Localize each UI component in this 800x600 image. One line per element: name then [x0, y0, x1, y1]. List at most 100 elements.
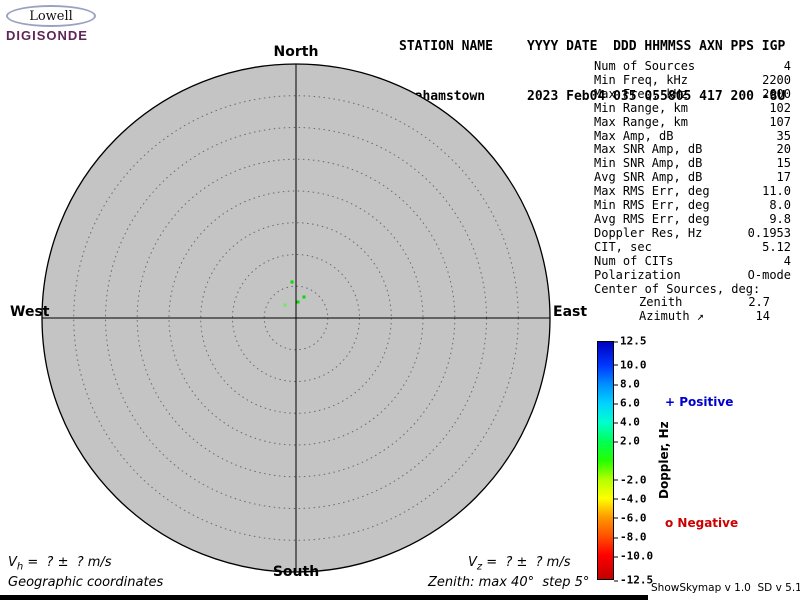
stat-value: 17: [776, 170, 791, 185]
colorbar-tick-label: 10.0: [614, 358, 647, 372]
skymap-source-dot: [290, 280, 294, 284]
legend-positive: + Positive: [665, 395, 734, 409]
stat-row: Zenith 2.7: [594, 296, 791, 310]
skymap-label-south: South: [272, 564, 320, 580]
colorbar-tick-label: -4.0: [614, 492, 647, 506]
colorbar-tick-label: 12.5: [614, 334, 647, 348]
stat-label: Max Freq, kHz: [594, 86, 688, 101]
stat-label: Num of CITs: [594, 253, 674, 268]
colorbar-axis-title: Doppler, Hz: [657, 421, 671, 499]
stat-label: Center of Sources, deg:: [594, 281, 761, 296]
header-station-label: STATION NAME: [399, 39, 493, 54]
stat-label: Azimuth ↗: [639, 309, 705, 324]
stat-row: Max RMS Err, deg 11.0: [594, 184, 791, 199]
stat-label: CIT, sec: [594, 239, 652, 254]
version-note: ShowSkymap v 1.0 SD v 5.1: [651, 582, 800, 594]
lowell-digisonde-logo: Lowell DIGISONDE: [6, 5, 126, 43]
stat-label: Min Freq, kHz: [594, 72, 688, 87]
stat-row: Azimuth ↗ 14: [594, 309, 791, 324]
stat-label: Doppler Res, Hz: [594, 225, 703, 240]
zenith-range-note: Zenith: max 40° step 5°: [428, 575, 590, 590]
stat-label: Avg RMS Err, deg: [594, 211, 710, 226]
header-fields-label: YYYY DATE DDD HHMMSS AXN PPS IGP: [527, 39, 786, 54]
stat-value: 4: [783, 253, 791, 268]
colorbar-tick-label: 4.0: [614, 415, 640, 429]
stat-row: Doppler Res, Hz 0.1953: [594, 225, 791, 241]
colorbar-tick-label: -12.5: [613, 573, 654, 587]
stat-value: 15: [776, 156, 791, 171]
stat-row: Polarization O-mode: [594, 267, 791, 283]
colorbar-tick-label: -8.0: [614, 530, 647, 544]
stat-row: Num of Sources 4: [594, 59, 791, 74]
stat-value: 35: [776, 128, 791, 143]
stat-row: Max Range, km 107: [594, 114, 791, 130]
stat-row: Max Amp, dB 35: [594, 128, 791, 144]
colorbar-tick-label: 2.0: [614, 434, 640, 448]
stat-value: 102: [769, 100, 791, 115]
stat-value: 20: [776, 142, 791, 157]
stat-label: Polarization: [594, 267, 681, 282]
stat-value: 2.7: [748, 295, 770, 310]
stat-label: Min SNR Amp, dB: [594, 156, 703, 171]
stat-value: 0.1953: [747, 225, 791, 240]
stat-value: 2200: [762, 72, 791, 87]
skymap-polar-plot: [41, 63, 551, 573]
vh-value: = ? ± ? m/s: [23, 555, 112, 570]
stat-row: Center of Sources, deg:: [594, 281, 791, 297]
logo-oval: Lowell: [6, 5, 96, 27]
vz-symbol: V: [468, 555, 477, 570]
legend-negative: o Negative: [665, 516, 739, 530]
skymap-source-dot: [283, 303, 287, 307]
colorbar-tick-label: -6.0: [614, 511, 647, 525]
header-fields-value: 2023 Feb04 035 055805 417 200 -8U: [527, 88, 786, 104]
colorbar-ticks: 12.5 10.0 8.0 6.0 4.0 2.0 -2.0 -4.0 -6.0 -8.0 -10.…: [613, 335, 660, 587]
stat-value: 8.0: [769, 198, 791, 213]
stat-value: 11.0: [762, 184, 791, 199]
skymap-source-dot: [302, 295, 306, 299]
stat-value: O-mode: [747, 267, 791, 282]
stat-row: Avg SNR Amp, dB 17: [594, 170, 791, 185]
vh-symbol: V: [8, 555, 17, 570]
stat-value: 9.8: [769, 211, 791, 226]
stat-row: CIT, sec 5.12: [594, 239, 791, 255]
stat-label: Avg SNR Amp, dB: [594, 170, 703, 185]
vh-readout: Vh = ? ± ? m/s: [8, 555, 112, 573]
skymap-label-east: East: [553, 304, 588, 320]
stat-label: Max SNR Amp, dB: [594, 142, 703, 157]
stat-value: 2600: [762, 86, 791, 101]
stat-label: Max Amp, dB: [594, 128, 674, 143]
stat-value: 5.12: [762, 239, 791, 254]
stat-row: Min Freq, kHz 2200: [594, 72, 791, 88]
skymap-label-west: West: [10, 304, 50, 320]
logo-lowell-text: Lowell: [29, 8, 73, 24]
vz-subscript: z: [476, 561, 483, 573]
stats-panel: Num of Sources 4 Min Freq, kHz 2200 Max Freq…: [594, 59, 791, 324]
header-datetime-column: YYYY DATE DDD HHMMSS AXN PPS IGP 2023 Fe…: [527, 6, 785, 122]
colorbar-tick-label: 8.0: [614, 377, 640, 391]
vz-readout: Vz = ? ± ? m/s: [468, 555, 570, 573]
stat-value: 14: [755, 309, 770, 324]
stat-row: Min SNR Amp, dB 15: [594, 156, 791, 171]
vz-value: = ? ± ? m/s: [482, 555, 571, 570]
stat-row: Max SNR Amp, dB 20: [594, 143, 791, 157]
colorbar-tick-label: -2.0: [614, 473, 647, 487]
stat-row: Min Range, km 102: [594, 100, 791, 116]
stat-label: Zenith: [639, 295, 683, 310]
skymap-label-north: North: [273, 44, 319, 60]
doppler-colorbar: [597, 341, 614, 580]
stat-row: Min RMS Err, deg 8.0: [594, 198, 791, 213]
stat-row: Max Freq, kHz 2600: [594, 86, 791, 102]
stat-value: 107: [769, 114, 791, 129]
stat-label: Min RMS Err, deg: [594, 198, 710, 213]
stat-row: Num of CITs 4: [594, 253, 791, 269]
stat-label: Num of Sources: [594, 59, 696, 73]
logo-digisonde-text: DIGISONDE: [6, 28, 88, 43]
stat-value: 4: [783, 59, 791, 73]
colorbar-tick-label: -10.0: [613, 549, 654, 563]
stat-row: Avg RMS Err, deg 9.8: [594, 211, 791, 227]
coordinates-note: Geographic coordinates: [8, 575, 164, 590]
bottom-edge-bar: [0, 595, 648, 600]
stat-label: Max Range, km: [594, 114, 688, 129]
colorbar-tick-label: 6.0: [614, 396, 640, 410]
stat-label: Min Range, km: [594, 100, 688, 115]
